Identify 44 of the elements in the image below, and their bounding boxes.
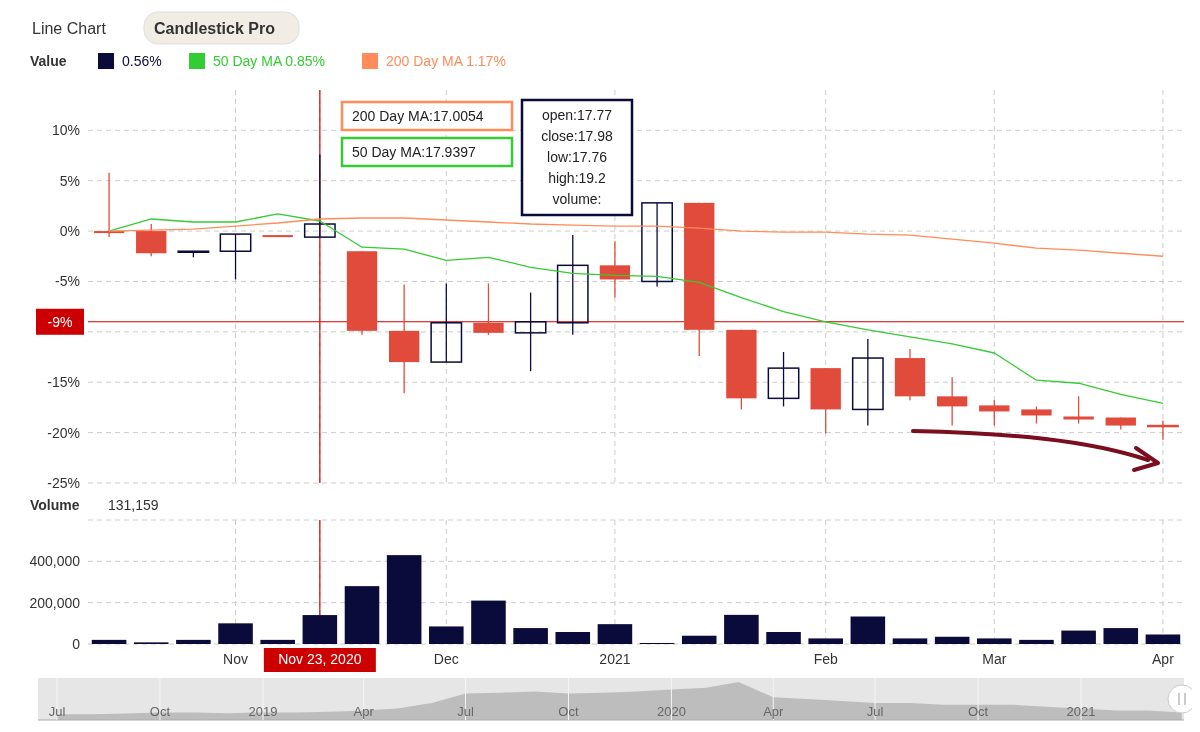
x-tick-label: 2020 [656,704,686,719]
x-tick-label: 2019 [248,704,278,719]
text: 131,159 [108,497,159,513]
y-tick-label: -5% [55,273,80,290]
annotation: 200 Day MA:17.0054 [352,108,484,124]
y-tick-label: 0% [59,223,80,240]
legend-label: 50 Day MA 0.85% [213,53,326,69]
y-axis-title: Value [30,53,67,69]
legend-label: 200 Day MA 1.17% [386,53,506,69]
text: Line Chart [32,20,107,37]
legend-label: 0.56% [122,53,162,69]
y-tick-label: -15% [47,374,80,391]
y-axis-title: Volume [30,497,80,513]
x-tick-label: Oct [149,704,171,719]
x-tick-label: Apr [353,704,375,719]
annotation: open:17.77 [541,107,613,123]
y-tick-label: 400,000 [29,553,81,570]
x-tick-label: Jul [866,704,884,719]
text: Candlestick Pro [154,20,276,37]
x-tick-label: Apr [763,704,785,719]
y-tick-label: 200,000 [29,594,81,611]
x-tick-label: Apr [1152,651,1175,667]
y-tick-label: -25% [47,475,80,491]
y-tick-label: 0 [72,636,81,652]
x-tick-label: Dec [433,651,459,667]
annotation: high:19.2 [548,170,607,186]
x-tick-label: 2021 [1066,704,1096,719]
y-tick-label: 5% [59,172,80,189]
annotation: close:17.98 [541,128,614,144]
x-tick-label: Nov 23, 2020 [278,651,362,667]
x-tick-label: Feb [813,651,838,667]
annotation: 50 Day MA:17.9397 [352,144,476,160]
y-tick-label: 10% [51,122,80,139]
y-tick-label: -20% [47,424,80,441]
ref-line-label: -9% [47,313,73,330]
x-tick-label: Oct [558,704,579,719]
x-tick-label: Jul [457,704,474,719]
annotation: low:17.76 [547,149,608,165]
x-tick-label: Oct [967,704,989,719]
annotation: volume: [552,191,602,207]
x-tick-label: Jul [48,704,66,719]
x-tick-label: 2021 [599,651,631,667]
x-tick-label: Nov [223,651,248,667]
x-tick-label: Mar [982,651,1007,667]
